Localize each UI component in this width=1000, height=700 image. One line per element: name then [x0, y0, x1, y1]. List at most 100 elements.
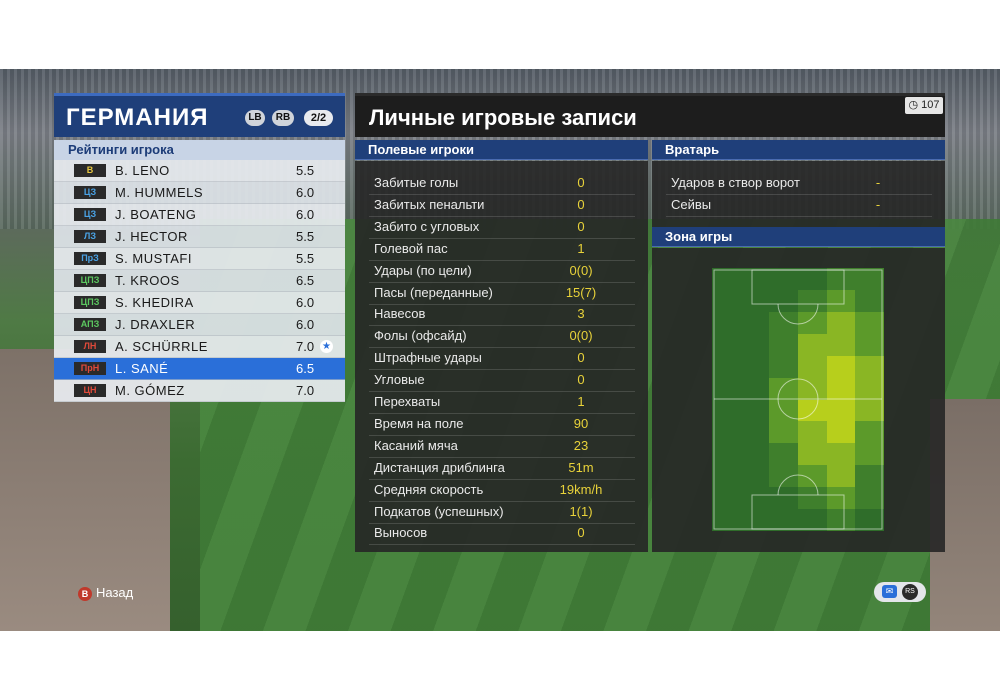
back-button[interactable]: B Назад	[78, 585, 133, 601]
stat-row: Время на поле 90	[369, 413, 635, 436]
position-badge: ЦПЗ	[74, 296, 106, 309]
team-name: ГЕРМАНИЯ	[66, 104, 209, 131]
heatmap-cell	[740, 333, 770, 357]
position-badge: ЛЗ	[74, 230, 106, 243]
player-row[interactable]: ЦПЗ S. KHEDIRA 6.0	[54, 292, 345, 314]
heatmap-cell	[855, 355, 884, 379]
rb-button[interactable]: RB	[272, 110, 294, 126]
player-list: В B. LENO 5.5 ЦЗ M. HUMMELS 6.0 ЦЗ J. BOATENG 6.…	[54, 160, 345, 402]
heatmap-cell	[798, 268, 828, 291]
lb-button[interactable]: LB	[245, 110, 265, 126]
player-row[interactable]: ПрЗ S. MUSTAFI 5.5	[54, 248, 345, 270]
field-players-stats: Забитые голы 0 Забитых пенальти 0 Забито с у…	[355, 161, 648, 552]
play-zone-header: Зона игры	[652, 227, 945, 247]
heatmap-cell	[855, 509, 884, 531]
chat-rs-buttons[interactable]: ✉ RS	[874, 582, 926, 602]
stat-label: Дистанция дриблинга	[374, 459, 505, 475]
heatmap-cell	[826, 377, 856, 400]
position-badge: АПЗ	[74, 318, 106, 331]
stat-row: Выносов 0	[369, 522, 635, 546]
stat-label: Пасы (переданные)	[374, 284, 493, 300]
stat-row: Удары (по цели) 0(0)	[369, 260, 635, 283]
stat-row: Голевой пас 1	[369, 238, 635, 261]
stat-value: 1	[577, 394, 585, 409]
stat-value: 0	[577, 350, 585, 366]
heatmap-cell	[826, 509, 856, 531]
player-rating: 5.5	[296, 163, 315, 178]
stat-label: Фолы (офсайд)	[374, 328, 467, 344]
heatmap-cell	[712, 377, 742, 400]
player-row[interactable]: ЛН A. SCHÜRRLE 7.0 ★	[54, 336, 345, 358]
heatmap-cell	[798, 377, 828, 400]
stat-label: Забито с угловых	[374, 218, 480, 234]
heatmap-cell	[740, 355, 770, 379]
player-rating: 5.5	[296, 229, 315, 244]
stat-row: Угловые 0	[369, 369, 635, 393]
heatmap-cell	[826, 333, 856, 357]
player-name: S. KHEDIRA	[115, 295, 194, 310]
rs-stick-icon[interactable]: RS	[902, 584, 918, 600]
stat-value: 0	[577, 525, 585, 541]
star-icon: ★	[320, 340, 333, 353]
heatmap-cell	[798, 421, 828, 444]
heatmap-cell	[712, 399, 742, 422]
heatmap-cell	[798, 487, 828, 510]
player-row[interactable]: ЦЗ J. BOATENG 6.0	[54, 204, 345, 226]
position-badge: В	[74, 164, 106, 177]
stat-label: Ударов в створ ворот	[671, 175, 800, 190]
stat-value: 3	[577, 306, 585, 322]
heatmap-cell	[712, 443, 742, 466]
player-row[interactable]: ЦЗ M. HUMMELS 6.0	[54, 182, 345, 204]
heatmap-cell	[712, 487, 742, 510]
stat-label: Штрафные удары	[374, 350, 482, 366]
heatmap-cell	[826, 289, 856, 313]
player-name: T. KROOS	[115, 273, 180, 288]
heatmap-cell	[798, 465, 828, 488]
stat-value: 0(0)	[569, 328, 593, 344]
player-row[interactable]: АПЗ J. DRAXLER 6.0	[54, 314, 345, 336]
b-button-icon: B	[78, 586, 92, 601]
heatmap-cell	[826, 399, 856, 422]
player-name: B. LENO	[115, 163, 170, 178]
heatmap-cell	[740, 443, 770, 466]
stat-label: Перехваты	[374, 394, 441, 409]
stat-value: 15(7)	[565, 284, 597, 300]
chat-icon[interactable]: ✉	[882, 585, 897, 598]
heatmap-cell	[826, 443, 856, 466]
player-row[interactable]: В B. LENO 5.5	[54, 160, 345, 182]
team-header: ГЕРМАНИЯ LB RB 2/2	[54, 93, 345, 137]
heatmap-cell	[769, 311, 799, 335]
pitch-lines	[713, 269, 883, 530]
player-row[interactable]: ЦН M. GÓMEZ 7.0	[54, 380, 345, 402]
player-rating: 7.0	[296, 339, 315, 354]
heatmap-cell	[826, 268, 856, 291]
stat-label: Забитые голы	[374, 175, 459, 190]
stat-value: 0	[577, 196, 585, 212]
heatmap-cell	[855, 465, 884, 488]
stat-label: Время на поле	[374, 415, 464, 431]
heatmap-cell	[769, 289, 799, 313]
stat-row: Штрафные удары 0	[369, 347, 635, 371]
heatmap-cell	[855, 333, 884, 357]
heatmap-cell	[798, 509, 828, 531]
stat-label: Сейвы	[671, 197, 712, 212]
back-label: Назад	[96, 585, 134, 600]
heatmap-cell	[740, 509, 770, 531]
heatmap-cell	[740, 377, 770, 400]
heatmap-cell	[855, 487, 884, 510]
heatmap-cell	[769, 399, 799, 422]
stat-row: Фолы (офсайд) 0(0)	[369, 325, 635, 349]
player-rating: 6.0	[296, 295, 315, 310]
player-row[interactable]: ЦПЗ T. KROOS 6.5	[54, 270, 345, 292]
heatmap-cell	[712, 268, 742, 291]
records-header: Личные игровые записи ◷ 107	[355, 93, 945, 137]
player-row[interactable]: ПрН L. SANÉ 6.5	[54, 358, 345, 380]
position-badge: ЦЗ	[74, 186, 106, 199]
heatmap-cell	[769, 421, 799, 444]
stat-row: Дистанция дриблинга 51m	[369, 457, 635, 480]
heatmap-cell	[826, 421, 856, 444]
heatmap-cell	[826, 487, 856, 510]
stat-row: Забито с угловых 0	[369, 216, 635, 239]
stat-label: Голевой пас	[374, 240, 448, 256]
player-row[interactable]: ЛЗ J. HECTOR 5.5	[54, 226, 345, 248]
